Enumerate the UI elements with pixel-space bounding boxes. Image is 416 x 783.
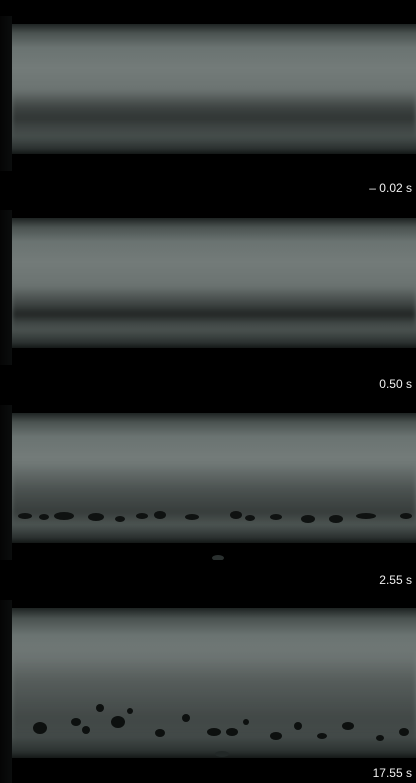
tube-defect — [212, 555, 224, 560]
aggregate — [245, 515, 255, 521]
aggregate — [207, 728, 221, 736]
aggregate — [301, 515, 315, 523]
aggregate — [127, 708, 133, 714]
particle-band-1 — [12, 90, 416, 142]
aggregate — [342, 722, 354, 730]
aggregate — [154, 511, 166, 519]
frame-panel-1 — [0, 16, 416, 171]
tube-defect — [215, 751, 229, 757]
aggregate — [88, 513, 104, 521]
aggregate — [230, 511, 242, 519]
aggregate — [155, 729, 165, 737]
aggregate — [185, 514, 199, 520]
aggregate — [18, 513, 32, 519]
aggregate — [243, 719, 249, 725]
aggregate — [71, 718, 81, 726]
aggregate — [317, 733, 327, 739]
aggregate — [270, 514, 282, 520]
left-edge-2 — [0, 210, 12, 365]
aggregate — [270, 732, 282, 740]
aggregate — [294, 722, 302, 730]
left-edge-3 — [0, 405, 12, 560]
particle-band-3 — [12, 463, 416, 525]
aggregate — [54, 512, 74, 520]
aggregate — [400, 513, 412, 519]
aggregate — [136, 513, 148, 519]
particle-band-2 — [12, 286, 416, 332]
aggregate — [329, 515, 343, 523]
aggregate — [111, 716, 125, 728]
aggregate — [226, 728, 238, 736]
left-edge-4 — [0, 600, 12, 783]
frame-panel-3 — [0, 405, 416, 560]
aggregate — [399, 728, 409, 736]
frame-panel-4 — [0, 600, 416, 783]
left-edge-1 — [0, 16, 12, 171]
aggregate — [376, 735, 384, 741]
aggregate — [115, 516, 125, 522]
time-label-2: 0.50 s — [379, 377, 412, 391]
aggregates-4 — [33, 704, 409, 757]
aggregate — [33, 722, 47, 734]
time-label-1: – 0.02 s — [369, 181, 412, 195]
aggregate — [182, 714, 190, 722]
time-label-4: 17.55 s — [372, 766, 412, 780]
aggregate — [39, 514, 49, 520]
aggregate — [356, 513, 376, 519]
time-label-3: 2.55 s — [379, 573, 412, 587]
aggregates-3 — [18, 511, 412, 560]
frame-panel-2 — [0, 210, 416, 365]
aggregate — [96, 704, 104, 712]
aggregate — [82, 726, 90, 734]
